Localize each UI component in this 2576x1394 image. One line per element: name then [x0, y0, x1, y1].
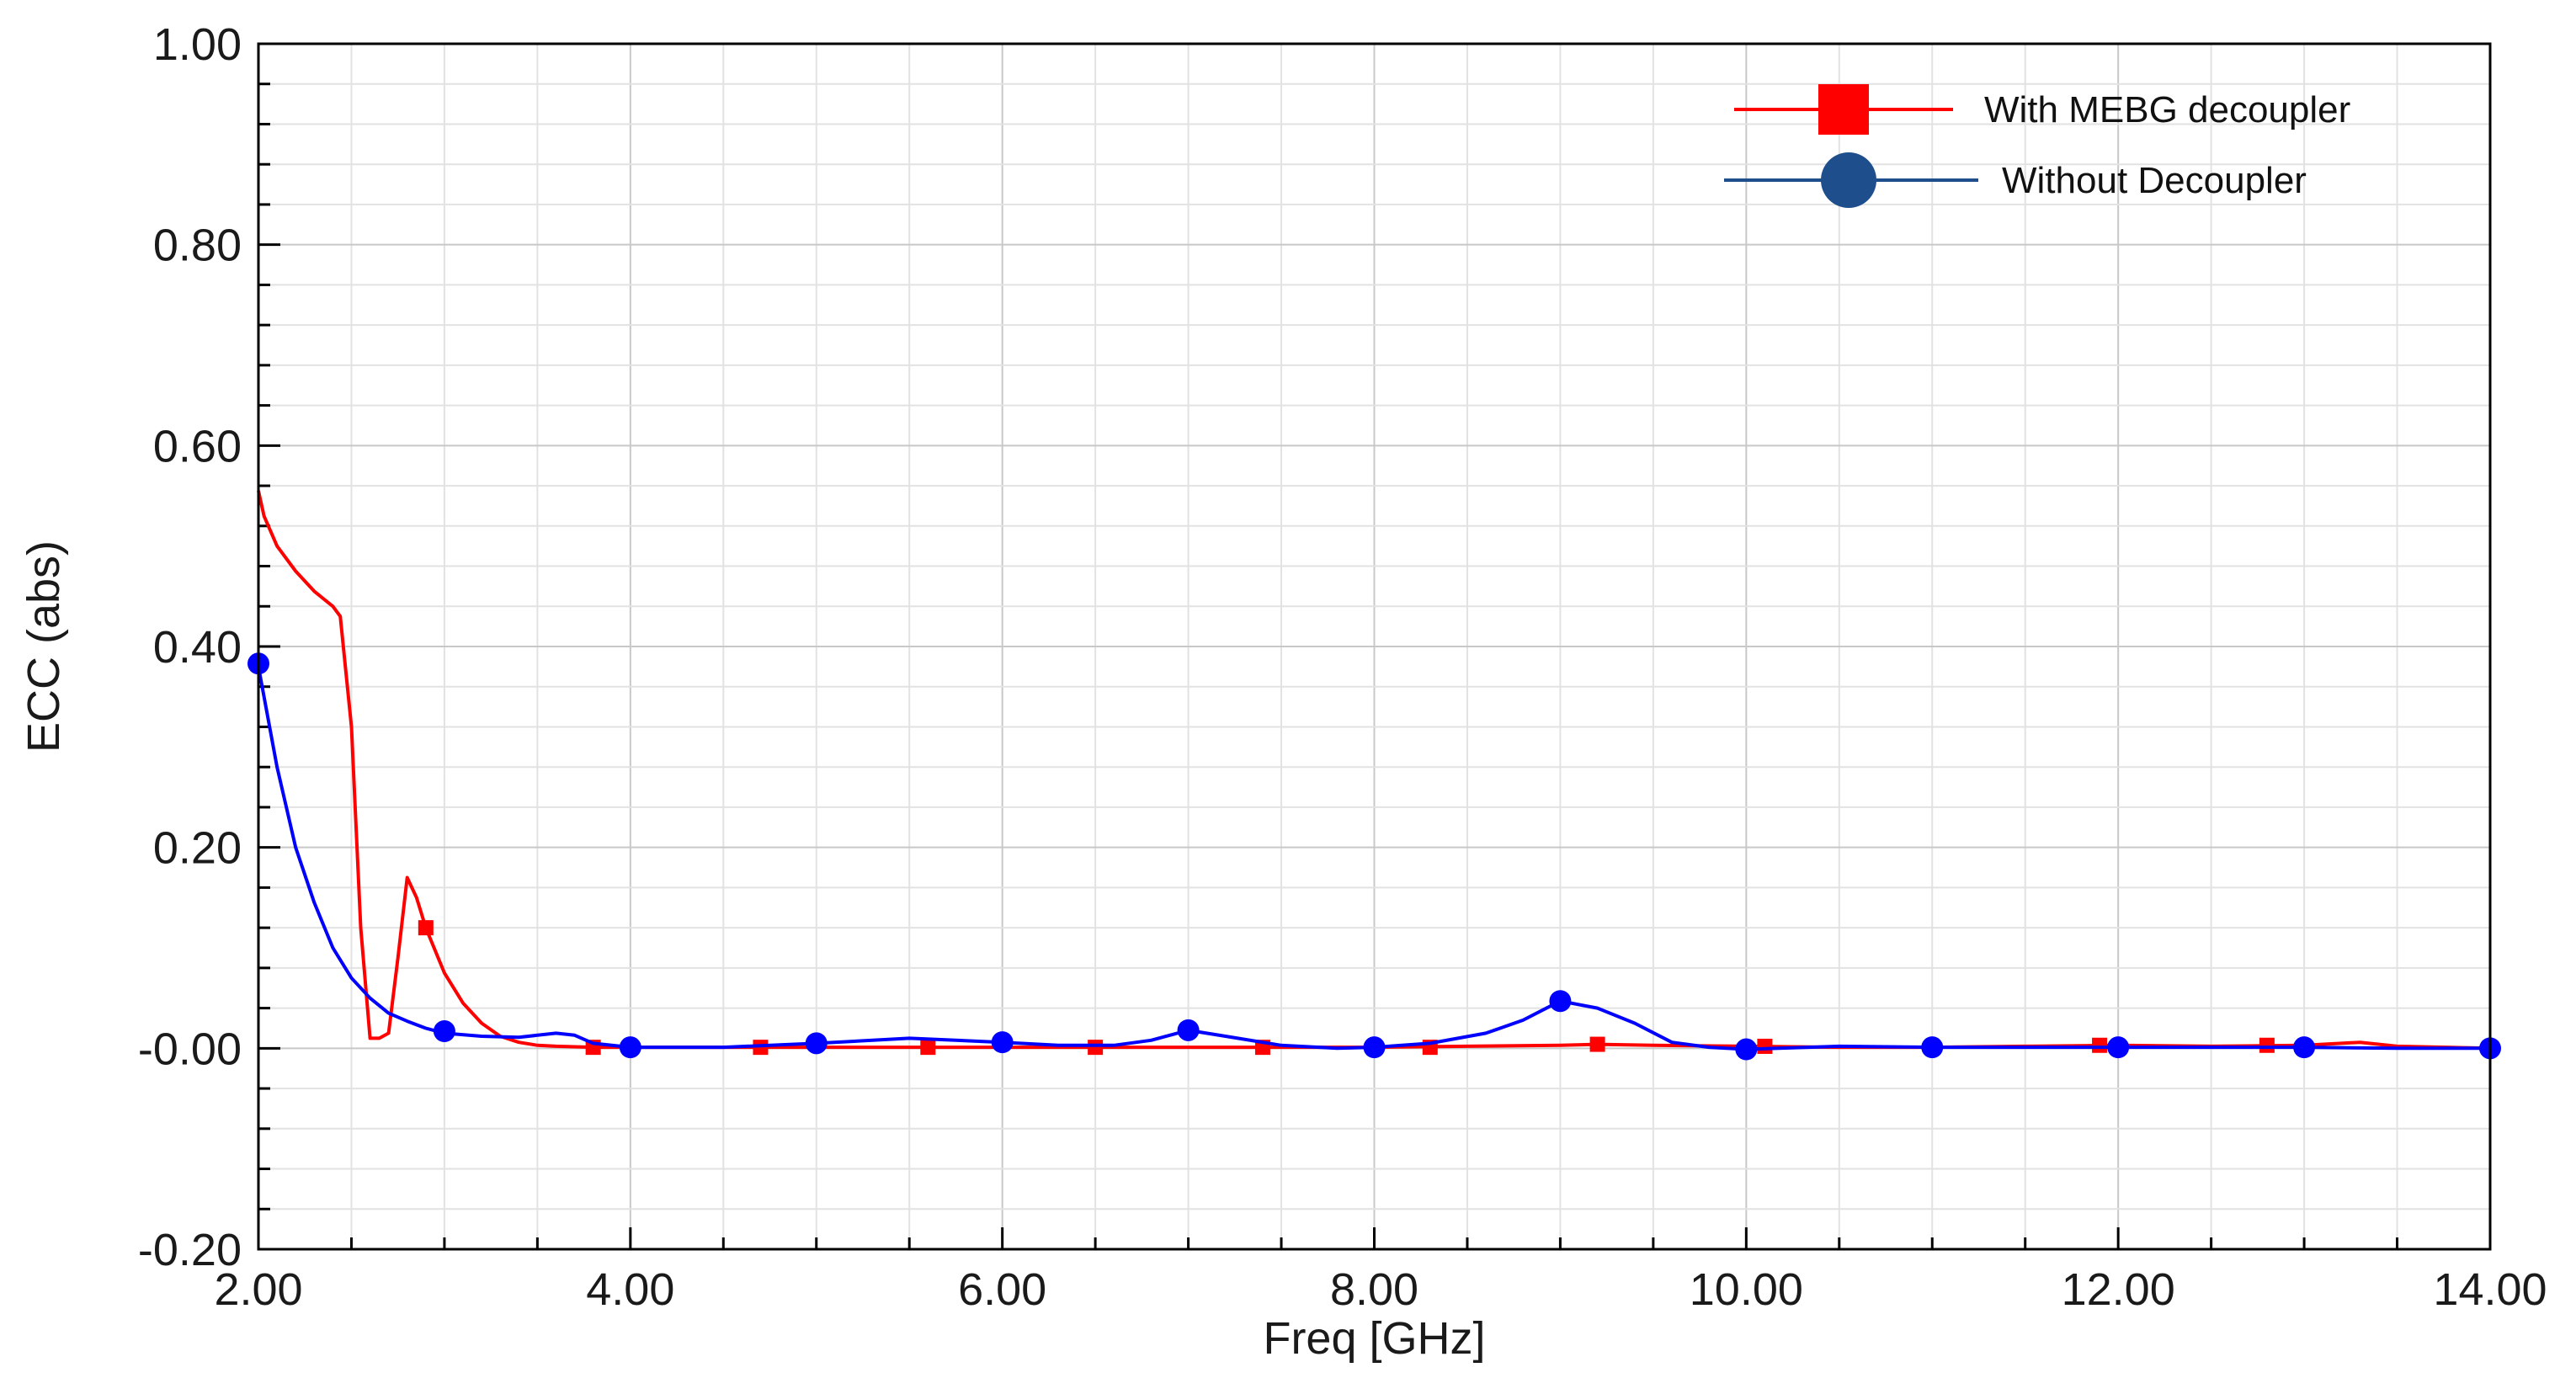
- series-0-marker: [1589, 1036, 1605, 1052]
- x-tick-label: 10.00: [1690, 1264, 1803, 1315]
- y-tick-label: -0.00: [138, 1024, 242, 1074]
- y-tick-label: 0.40: [153, 622, 242, 673]
- series-0-marker: [418, 920, 434, 936]
- legend: With MEBG decoupler Without Decoupler: [1724, 84, 2350, 208]
- series-1-marker: [1921, 1036, 1944, 1059]
- legend-square-marker: [1818, 84, 1869, 135]
- series-0-marker: [2092, 1037, 2108, 1053]
- x-tick-label: 12.00: [2062, 1264, 2175, 1315]
- series-1-marker: [2107, 1036, 2130, 1059]
- series-line-1: [257, 666, 2490, 1051]
- series-1-marker: [1177, 1019, 1200, 1041]
- series-1-marker: [433, 1020, 455, 1043]
- series-1-marker: [2293, 1036, 2316, 1059]
- tick-labels: 2.00 4.00 6.00 8.00 10.00 12.00 14.00 -0.20 -0.0…: [138, 19, 2547, 1315]
- series-1-marker: [1363, 1036, 1386, 1059]
- series-1-marker: [1549, 990, 1572, 1013]
- legend-label-without: Without Decoupler: [2002, 160, 2307, 201]
- y-tick-label: -0.20: [138, 1225, 242, 1275]
- series-1-marker: [805, 1032, 828, 1055]
- x-axis-title: Freq [GHz]: [1263, 1313, 1485, 1364]
- series-0-marker: [1088, 1040, 1104, 1056]
- x-tick-label: 14.00: [2433, 1264, 2547, 1315]
- plot-frame: [257, 42, 2492, 1251]
- series-layer: [247, 490, 2501, 1061]
- legend-circle-marker: [1821, 152, 1876, 208]
- legend-label-mebg: With MEBG decoupler: [1984, 89, 2350, 130]
- x-tick-label: 6.00: [958, 1264, 1046, 1315]
- series-0-marker: [1757, 1038, 1773, 1054]
- series-0-marker: [2259, 1037, 2275, 1053]
- series-1-marker: [619, 1036, 641, 1059]
- x-tick-label: 2.00: [214, 1264, 302, 1315]
- series-0-marker: [920, 1040, 936, 1056]
- x-tick-label: 8.00: [1330, 1264, 1418, 1315]
- x-tick-label: 4.00: [586, 1264, 674, 1315]
- y-tick-label: 0.80: [153, 221, 242, 271]
- series-1-marker: [991, 1031, 1014, 1054]
- y-tick-label: 0.20: [153, 823, 242, 874]
- y-axis-title: ECC (abs): [19, 540, 69, 753]
- y-tick-label: 0.60: [153, 421, 242, 471]
- series-1-marker: [1735, 1038, 1758, 1061]
- y-tick-label: 1.00: [153, 19, 242, 70]
